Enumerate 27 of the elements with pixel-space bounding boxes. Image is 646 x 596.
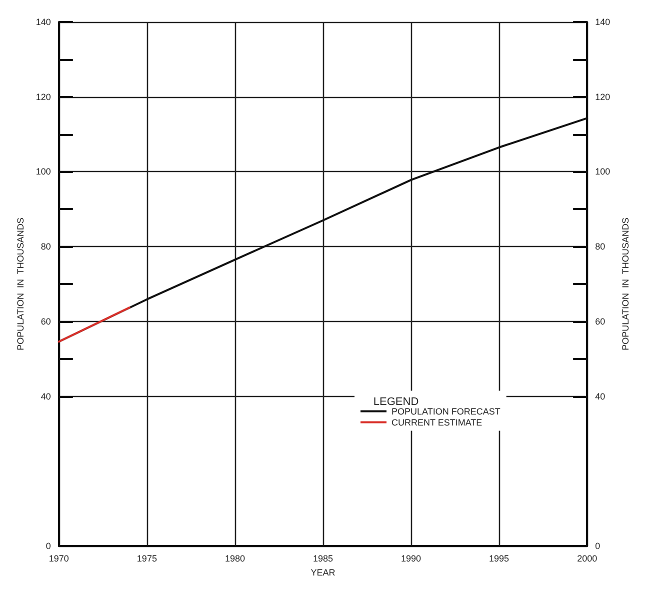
y2-tick-label: 60 [595, 316, 606, 326]
y2-tick-label: 0 [595, 541, 600, 551]
y2-tick-label: 80 [595, 242, 606, 252]
y-tick-label: 140 [36, 17, 51, 27]
legend-label: POPULATION FORECAST [392, 406, 501, 416]
y-tick-label: 40 [40, 391, 51, 402]
y-tick-label: 0 [46, 541, 51, 551]
y2-tick-label: 100 [595, 166, 610, 177]
y2-tick-label: 140 [595, 17, 610, 27]
y2-tick-label: 40 [595, 391, 606, 402]
x-tick-label: 1980 [224, 554, 245, 564]
y2-axis-title: POPULATION IN THOUSANDS [620, 218, 630, 350]
y-tick-label: 80 [40, 242, 51, 252]
y2-tick-label: 120 [595, 92, 610, 102]
x-tick-label: 1985 [312, 554, 334, 564]
x-tick-label: 1995 [489, 554, 510, 564]
legend-title: LEGEND [373, 396, 419, 408]
legend-label: CURRENT ESTIMATE [392, 417, 482, 428]
x-tick-label: 1970 [48, 554, 69, 564]
x-tick-label: 2000 [577, 554, 598, 564]
x-axis-title: YEAR [310, 567, 336, 578]
y-tick-label: 100 [36, 166, 51, 177]
x-tick-label: 1975 [136, 554, 157, 564]
y-tick-label: 60 [40, 316, 51, 326]
y-axis-title: POPULATION IN THOUSANDS [16, 218, 26, 350]
x-tick-label: 1990 [401, 554, 422, 564]
y-tick-label: 120 [36, 92, 51, 102]
